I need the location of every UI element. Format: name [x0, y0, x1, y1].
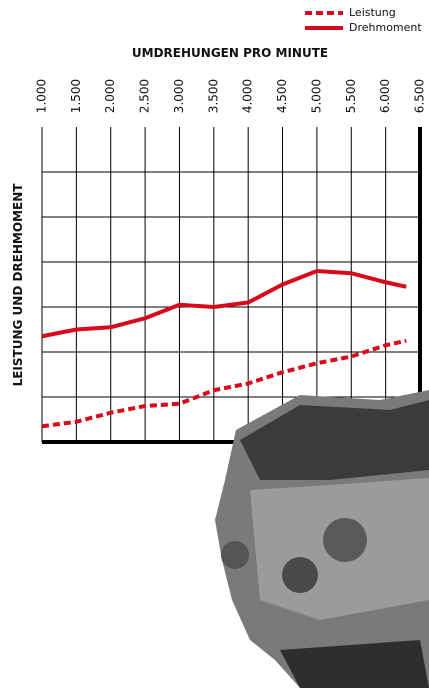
x-tick-label: 5.500 [344, 79, 358, 113]
x-tick-label: 4.500 [275, 79, 289, 113]
x-tick-label: 2.500 [138, 79, 152, 113]
chart-title: UMDREHUNGEN PRO MINUTE [132, 46, 328, 60]
legend-label: Drehmoment [349, 21, 422, 34]
chart: UMDREHUNGEN PRO MINUTE LEISTUNG UND DREH… [0, 0, 429, 688]
x-tick-label: 1.500 [69, 79, 83, 113]
x-tick-label: 3.000 [172, 79, 186, 113]
legend-label: Leistung [349, 6, 396, 19]
x-tick-label: 4.000 [241, 79, 255, 113]
x-tick-label: 6.000 [378, 79, 392, 113]
x-tick-label: 1.000 [35, 79, 49, 113]
x-tick-label: 5.000 [309, 79, 323, 113]
x-tick-label: 6.500 [413, 79, 427, 113]
y-axis-label: LEISTUNG UND DREHMOMENT [11, 183, 25, 387]
engine-photo [215, 390, 429, 688]
x-tick-label: 3.500 [206, 79, 220, 113]
x-tick-label: 2.000 [103, 79, 117, 113]
